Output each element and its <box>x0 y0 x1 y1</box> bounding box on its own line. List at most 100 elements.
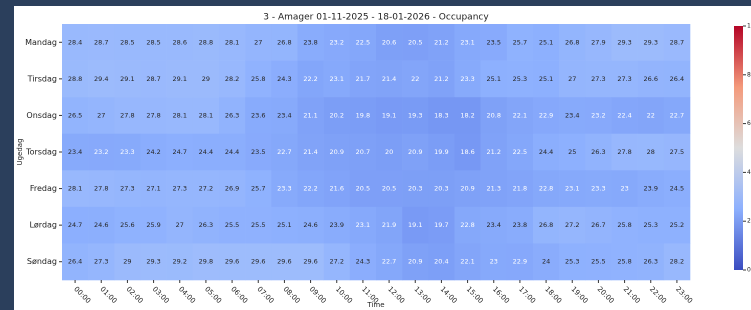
cell-label: 28.7 <box>146 75 160 83</box>
y-tick-label: Onsdag <box>26 111 57 120</box>
colorbar-tick-label: 20% <box>747 218 751 225</box>
cell-label: 21.3 <box>487 185 501 193</box>
cell-label: 27.3 <box>94 258 108 266</box>
cell-label: 23.1 <box>330 75 344 83</box>
cell-label: 23.2 <box>94 148 108 156</box>
cell-label: 23.9 <box>644 185 658 193</box>
cell-label: 22.4 <box>617 111 631 119</box>
cell-label: 21.9 <box>382 221 396 229</box>
cell-label: 29.8 <box>199 258 213 266</box>
cell-label: 22.2 <box>303 75 317 83</box>
cell-label: 27.8 <box>120 111 134 119</box>
cell-label: 22.2 <box>303 185 317 193</box>
cell-label: 27.2 <box>330 258 344 266</box>
cell-label: 19.3 <box>408 111 422 119</box>
cell-label: 25.1 <box>539 75 553 83</box>
cell-label: 26.3 <box>644 258 658 266</box>
cell-label: 29.4 <box>94 75 108 83</box>
cell-label: 19.1 <box>382 111 396 119</box>
cell-label: 23.8 <box>303 38 317 46</box>
cell-label: 27.3 <box>173 185 187 193</box>
cell-label: 24.4 <box>539 148 553 156</box>
cell-label: 20.7 <box>356 148 370 156</box>
cell-label: 23.4 <box>68 148 82 156</box>
cell-label: 25.2 <box>670 221 684 229</box>
colorbar <box>734 26 743 270</box>
cell-label: 26.5 <box>68 111 82 119</box>
cell-label: 28.6 <box>173 38 187 46</box>
cell-label: 23.3 <box>277 185 291 193</box>
y-axis-label: Ugedag <box>16 138 24 165</box>
cell-label: 23.4 <box>487 221 501 229</box>
cell-label: 23.9 <box>330 221 344 229</box>
cell-label: 25.6 <box>120 221 134 229</box>
cell-label: 25.7 <box>251 185 265 193</box>
cell-label: 23.4 <box>565 111 579 119</box>
cell-label: 28.2 <box>670 258 684 266</box>
cell-label: 23 <box>620 185 628 193</box>
cell-label: 23.8 <box>513 221 527 229</box>
cell-label: 23.2 <box>591 111 605 119</box>
cell-label: 23.5 <box>251 148 265 156</box>
cell-label: 22.5 <box>513 148 527 156</box>
cell-label: 27.8 <box>617 148 631 156</box>
cell-label: 28.5 <box>146 38 160 46</box>
cell-label: 20.9 <box>408 258 422 266</box>
cell-label: 24.4 <box>225 148 239 156</box>
cell-label: 29 <box>202 75 210 83</box>
cell-label: 24 <box>542 258 550 266</box>
cell-label: 23.4 <box>277 111 291 119</box>
cell-label: 18.2 <box>460 111 474 119</box>
cell-label: 19.7 <box>434 221 448 229</box>
cell-label: 25.5 <box>591 258 605 266</box>
cell-label: 28.1 <box>199 111 213 119</box>
cell-label: 20.6 <box>382 38 396 46</box>
cell-label: 18.6 <box>460 148 474 156</box>
cell-label: 19.9 <box>434 148 448 156</box>
colorbar-tick-label: 100% <box>747 23 751 30</box>
cell-label: 22 <box>647 111 655 119</box>
cell-label: 22.1 <box>513 111 527 119</box>
cell-label: 27.9 <box>591 38 605 46</box>
cell-label: 28.1 <box>225 38 239 46</box>
cell-label: 22 <box>411 75 419 83</box>
cell-label: 28.1 <box>173 111 187 119</box>
cell-label: 27.3 <box>617 75 631 83</box>
cell-label: 22.1 <box>460 258 474 266</box>
cell-label: 20.2 <box>330 111 344 119</box>
cell-label: 24.3 <box>277 75 291 83</box>
cell-label: 26.8 <box>277 38 291 46</box>
cell-label: 29.3 <box>617 38 631 46</box>
cell-label: 25.5 <box>225 221 239 229</box>
cell-label: 25.8 <box>617 221 631 229</box>
cell-label: 20.8 <box>487 111 501 119</box>
cell-label: 29.3 <box>644 38 658 46</box>
cell-label: 28.8 <box>68 75 82 83</box>
y-tick-label: Tirsdag <box>27 74 57 83</box>
cell-label: 20.5 <box>382 185 396 193</box>
cell-label: 26.4 <box>68 258 82 266</box>
cell-label: 24.7 <box>173 148 187 156</box>
cell-label: 19.1 <box>408 221 422 229</box>
cell-label: 23.1 <box>565 185 579 193</box>
y-tick-label: Fredag <box>30 184 57 193</box>
cell-label: 23.5 <box>487 38 501 46</box>
cell-label: 27 <box>568 75 576 83</box>
cell-label: 22.8 <box>539 185 553 193</box>
cell-label: 27 <box>254 38 262 46</box>
cell-label: 23.1 <box>356 221 370 229</box>
cell-label: 26.7 <box>591 221 605 229</box>
cell-label: 27 <box>97 111 105 119</box>
cell-label: 25.1 <box>539 38 553 46</box>
cell-label: 21.2 <box>434 75 448 83</box>
cell-label: 25.3 <box>565 258 579 266</box>
cell-label: 29.6 <box>225 258 239 266</box>
cell-label: 29.1 <box>120 75 134 83</box>
cell-label: 27.3 <box>120 185 134 193</box>
cell-label: 20.3 <box>408 185 422 193</box>
y-tick-label: Søndag <box>27 257 57 266</box>
cell-label: 23.2 <box>330 38 344 46</box>
cell-label: 29.6 <box>277 258 291 266</box>
cell-label: 23.3 <box>591 185 605 193</box>
cell-label: 26.3 <box>591 148 605 156</box>
